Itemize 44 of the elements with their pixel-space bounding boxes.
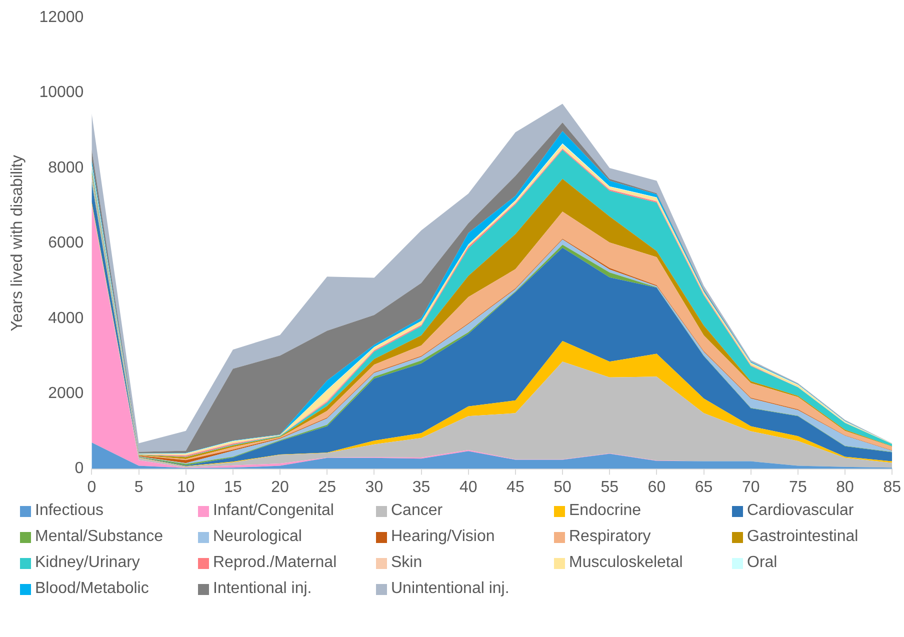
x-tick-label: 65 [694, 478, 713, 496]
x-tick-label: 30 [365, 478, 384, 496]
legend-label: Endocrine [569, 502, 642, 520]
legend-label: Reprod./Maternal [213, 554, 337, 572]
x-tick-label: 5 [134, 478, 144, 496]
y-tick-label: 4000 [48, 310, 84, 327]
x-tick-label: 20 [271, 478, 290, 496]
x-tick-label: 15 [224, 478, 242, 496]
legend-label: Mental/Substance [35, 528, 164, 546]
legend-label: Intentional inj. [213, 580, 312, 598]
x-tick-label: 55 [600, 478, 619, 496]
legend-label: Infant/Congenital [213, 502, 334, 520]
legend-label: Hearing/Vision [391, 528, 495, 546]
legend-label: Blood/Metabolic [35, 580, 149, 598]
legend-label: Musculoskeletal [569, 554, 683, 572]
x-tick-label: 75 [789, 478, 807, 496]
legend-label: Unintentional inj. [391, 580, 510, 598]
x-tick-label: 80 [836, 478, 854, 496]
x-tick-label: 45 [506, 478, 524, 496]
x-tick-label: 85 [883, 478, 902, 496]
x-tick-label: 35 [412, 478, 430, 496]
x-tick-label: 60 [648, 478, 666, 496]
legend-label: Respiratory [569, 528, 651, 546]
y-tick-label: 2000 [48, 385, 84, 402]
legend-label: Infectious [35, 502, 104, 520]
y-tick-label: 12000 [39, 9, 84, 26]
legend-label: Kidney/Urinary [35, 554, 140, 572]
x-tick-label: 50 [554, 478, 572, 496]
legend-label: Skin [391, 554, 422, 572]
legend-label: Oral [747, 554, 778, 572]
x-tick-label: 0 [87, 478, 96, 496]
y-tick-label: 6000 [48, 234, 84, 252]
y-axis-title: Years lived with disability [9, 155, 26, 332]
y-tick-label: 10000 [39, 84, 84, 102]
x-tick-label: 70 [742, 478, 760, 496]
y-tick-label: 0 [74, 460, 84, 478]
x-tick-label: 25 [318, 478, 336, 496]
x-tick-label: 10 [176, 478, 195, 496]
legend-label: Gastrointestinal [747, 528, 858, 546]
y-tick-label: 8000 [48, 159, 84, 176]
legend-label: Cardiovascular [747, 502, 854, 520]
x-tick-label: 40 [459, 478, 478, 496]
legend-label: Neurological [213, 528, 302, 546]
legend-label: Cancer [391, 502, 443, 520]
